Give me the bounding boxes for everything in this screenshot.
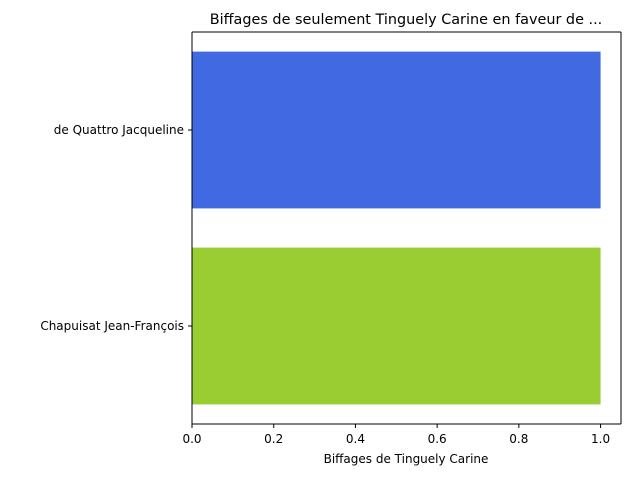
chart-title: Biffages de seulement Tinguely Carine en…: [210, 12, 602, 28]
x-tick-label: 0.4: [346, 432, 365, 446]
x-tick-label: 0.8: [509, 432, 528, 446]
x-axis-label: Biffages de Tinguely Carine: [324, 452, 489, 466]
y-tick-label: Chapuisat Jean-François: [40, 319, 184, 333]
bar-2: [192, 247, 601, 405]
x-tick-label: 1.0: [591, 432, 610, 446]
x-tick-label: 0.0: [182, 432, 201, 446]
x-tick-label: 0.6: [428, 432, 447, 446]
bar-1: [192, 51, 601, 209]
y-tick-label: de Quattro Jacqueline: [54, 123, 184, 137]
x-tick-label: 0.2: [264, 432, 283, 446]
